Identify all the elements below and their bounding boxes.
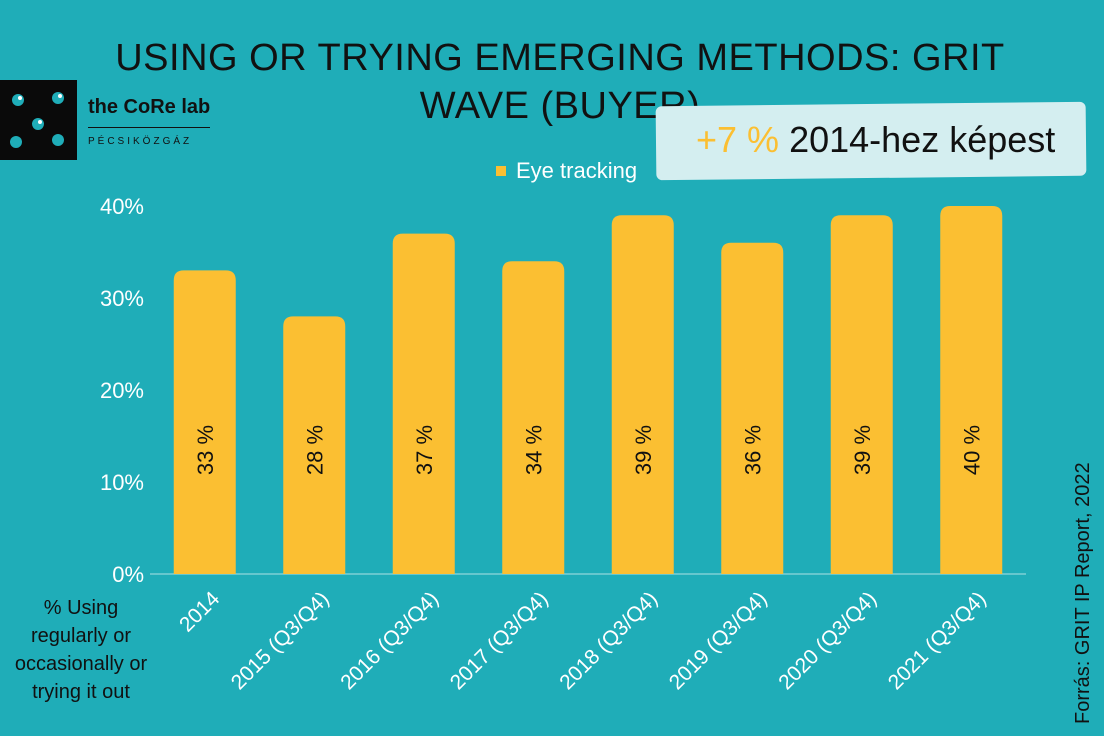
data-label: 34 % xyxy=(521,425,546,475)
y-tick-label: 30% xyxy=(100,286,144,311)
data-label: 28 % xyxy=(302,425,327,475)
x-tick-label: 2021 (Q3/Q4) xyxy=(884,587,991,694)
core-lab-logo xyxy=(0,80,77,160)
x-tick-label: 2017 (Q3/Q4) xyxy=(446,587,553,694)
chart-title: USING OR TRYING EMERGING METHODS: GRIT W… xyxy=(115,37,1005,127)
x-tick-label: 2018 (Q3/Q4) xyxy=(555,587,662,694)
data-label: 39 % xyxy=(850,425,875,475)
legend-swatch xyxy=(496,166,506,176)
y-tick-label: 20% xyxy=(100,378,144,403)
x-tick-label: 2014 xyxy=(175,587,225,637)
lab-divider xyxy=(88,127,210,128)
source-note: Forrás: GRIT IP Report, 2022 xyxy=(1072,462,1094,724)
y-tick-label: 40% xyxy=(100,194,144,219)
bar-2018 xyxy=(611,215,674,574)
x-tick-label: 2015 (Q3/Q4) xyxy=(227,587,334,694)
y-tick-label: 0% xyxy=(112,562,144,587)
bar-2017 xyxy=(502,261,565,574)
bar-2015 xyxy=(283,316,346,574)
x-tick-label: 2019 (Q3/Q4) xyxy=(665,587,772,694)
bar-2016 xyxy=(392,233,455,574)
bar-2019 xyxy=(721,242,784,575)
data-label: 33 % xyxy=(193,425,218,475)
callout-label: 2014-hez képest xyxy=(789,119,1056,160)
x-tick-label: 2020 (Q3/Q4) xyxy=(774,587,881,694)
lab-subtitle: PÉCSIKÖZGÁZ xyxy=(88,136,193,147)
data-label: 36 % xyxy=(740,425,765,475)
callout-text: +7 % 2014-hez képest xyxy=(696,116,1055,164)
chart-legend: Eye tracking xyxy=(496,158,637,184)
y-tick-label: 10% xyxy=(100,470,144,495)
x-tick-label: 2016 (Q3/Q4) xyxy=(336,587,443,694)
bar-2020 xyxy=(830,215,893,574)
bar-2014 xyxy=(173,270,236,574)
legend-label: Eye tracking xyxy=(516,158,638,183)
y-axis-note: % Using regularly or occasionally or try… xyxy=(14,597,148,703)
data-label: 40 % xyxy=(959,425,984,475)
lab-name: the CoRe lab xyxy=(88,96,211,118)
bar-2021 xyxy=(940,206,1003,574)
data-label: 39 % xyxy=(631,425,656,475)
logo-dots-icon xyxy=(10,92,64,148)
callout-change: +7 % xyxy=(696,119,780,160)
data-label: 37 % xyxy=(412,425,437,475)
